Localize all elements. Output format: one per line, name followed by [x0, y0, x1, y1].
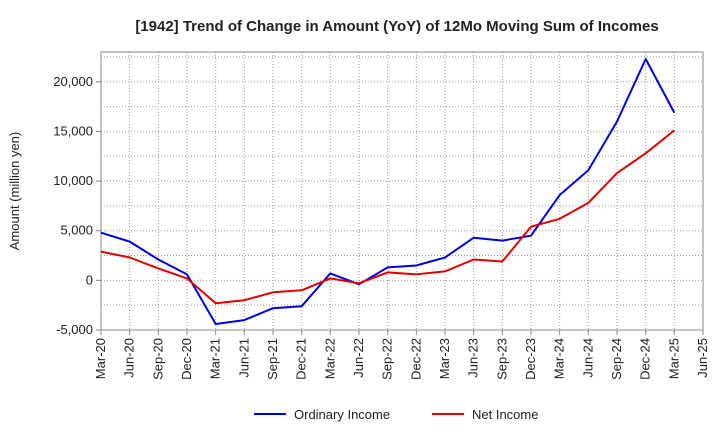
x-tick-label: Mar-20 — [93, 338, 108, 379]
x-tick-label: Mar-24 — [552, 338, 567, 379]
x-tick-label: Sep-21 — [265, 338, 280, 380]
x-tick-label: Jun-25 — [695, 338, 710, 378]
x-tick-label: Sep-24 — [609, 338, 624, 380]
y-tick-label: 0 — [86, 272, 93, 287]
chart-title: [1942] Trend of Change in Amount (YoY) o… — [135, 18, 658, 35]
y-axis-label: Amount (million yen) — [7, 132, 22, 251]
x-tick-label: Jun-21 — [236, 338, 251, 378]
legend-label: Ordinary Income — [294, 407, 390, 422]
x-tick-label: Sep-22 — [380, 338, 395, 380]
y-tick-label: 10,000 — [53, 173, 93, 188]
x-tick-label: Dec-23 — [523, 338, 538, 380]
x-tick-label: Dec-21 — [294, 338, 309, 380]
x-tick-label: Mar-23 — [437, 338, 452, 379]
x-tick-label: Jun-23 — [466, 338, 481, 378]
x-tick-label: Dec-24 — [638, 338, 653, 380]
legend: Ordinary Income Net Income — [254, 407, 538, 422]
x-ticks: Mar-20 Jun-20 Sep-20 Dec-20 Mar-21 Jun-21 Sep-… — [93, 330, 710, 380]
x-tick-label: Jun-20 — [122, 338, 137, 378]
y-tick-label: 20,000 — [53, 74, 93, 89]
plot-area — [100, 51, 704, 331]
y-tick-label: -5,000 — [56, 322, 93, 337]
y-tick-label: 15,000 — [53, 123, 93, 138]
y-ticks: -5,000 0 5,000 10,000 15,000 20,000 — [53, 74, 101, 337]
legend-label: Net Income — [472, 407, 538, 422]
x-tick-label: Dec-22 — [408, 338, 423, 380]
series-line-net-income — [100, 129, 675, 305]
x-tick-label: Dec-20 — [179, 338, 194, 380]
x-tick-label: Mar-21 — [208, 338, 223, 379]
x-tick-label: Jun-24 — [580, 338, 595, 378]
y-tick-label: 5,000 — [60, 223, 93, 238]
x-tick-label: Jun-22 — [351, 338, 366, 378]
series-line-ordinary-income — [100, 58, 676, 325]
x-tick-label: Mar-25 — [666, 338, 681, 379]
x-tick-label: Sep-20 — [150, 338, 165, 380]
series-lines — [100, 58, 676, 325]
x-tick-label: Mar-22 — [322, 338, 337, 379]
x-tick-label: Sep-23 — [494, 338, 509, 380]
grid — [101, 52, 703, 330]
